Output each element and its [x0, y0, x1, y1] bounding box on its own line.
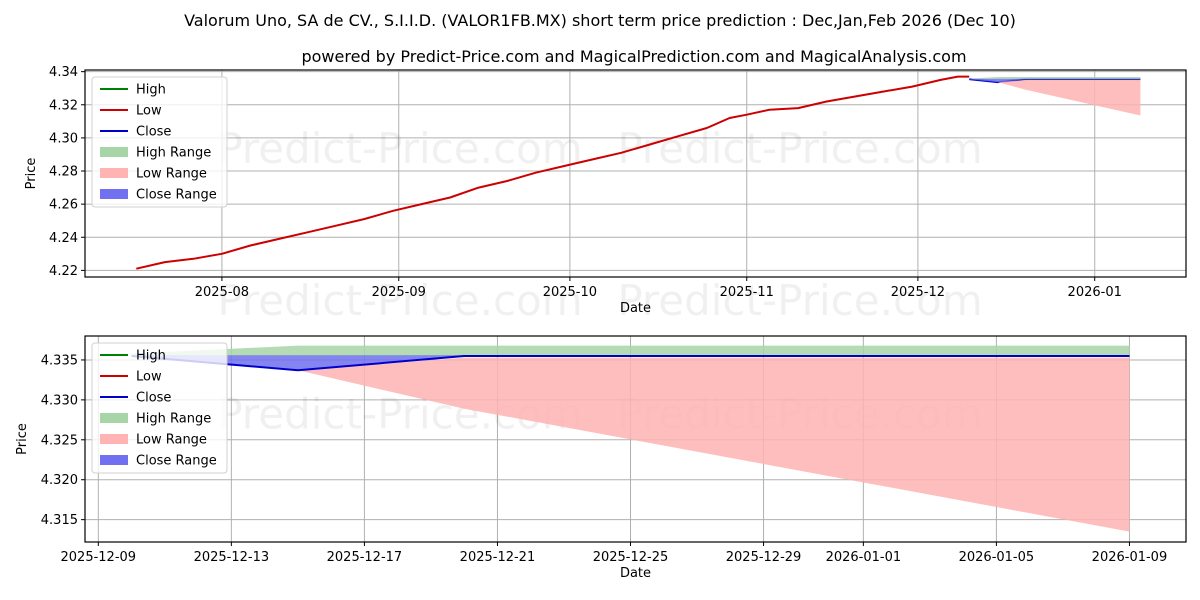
grid-lines	[85, 70, 1186, 277]
y-tick-label: 4.34	[49, 65, 78, 80]
axes-frame	[84, 69, 1187, 278]
legend-label: Close Range	[136, 188, 217, 203]
watermark-text: Predict-Price.com	[617, 124, 982, 173]
x-tick-label: 2025-12-25	[593, 550, 669, 565]
legend-label: High Range	[136, 146, 211, 161]
close-range-area	[131, 355, 1130, 371]
y-tick-label: 4.22	[49, 264, 78, 279]
x-axis-label: Date	[620, 566, 651, 581]
low-range-area	[969, 79, 1141, 116]
x-tick-label: 2025-12-21	[460, 550, 536, 565]
x-tick-label: 2026-01-09	[1092, 550, 1168, 565]
low-range-legend-swatch	[100, 168, 128, 178]
low-range-legend-swatch	[100, 434, 128, 444]
legend-label: High	[136, 349, 166, 364]
x-tick-label: 2025-12	[891, 285, 945, 300]
x-tick-label: 2025-11	[720, 285, 774, 300]
y-tick-label: 4.28	[49, 165, 78, 180]
x-axis-label: Date	[620, 301, 651, 316]
legend-label: High Range	[136, 412, 211, 427]
x-tick-label: 2025-12-29	[726, 550, 802, 565]
y-tick-label: 4.315	[41, 513, 78, 528]
x-tick-label: 2026-01-05	[959, 550, 1035, 565]
high-range-legend-swatch	[100, 413, 128, 423]
y-tick-label: 4.330	[41, 393, 78, 408]
x-tick-label: 2025-08	[195, 285, 249, 300]
close-range-legend-swatch	[100, 189, 128, 199]
y-axis-label: Price	[15, 423, 30, 455]
axes-frame	[84, 335, 1187, 543]
legend-label: Close	[136, 391, 171, 406]
legend-label: Close	[136, 125, 171, 140]
watermark-text: Predict-Price.com	[617, 276, 982, 325]
watermark-text: Predict-Price.com	[217, 276, 582, 325]
legend-label: Low Range	[136, 433, 207, 448]
x-tick-label: 2025-12-13	[194, 550, 270, 565]
x-tick-label: 2025-12-17	[327, 550, 403, 565]
high-range-legend-swatch	[100, 147, 128, 157]
x-tick-label: 2025-12-09	[61, 550, 137, 565]
y-tick-label: 4.335	[41, 353, 78, 368]
series-group	[136, 75, 1141, 270]
legend-label: Low Range	[136, 167, 207, 182]
watermark-text: Predict-Price.com	[217, 124, 582, 173]
legend-label: Low	[136, 104, 162, 119]
chart-title: Valorum Uno, SA de CV., S.I.I.D. (VALOR1…	[184, 11, 1016, 30]
high-range-area	[131, 345, 1130, 356]
legend: High Low Close High Range Low Range Close Ran…	[91, 76, 228, 208]
x-tick-label: 2025-10	[543, 285, 597, 300]
chart-panel-2: Predict-Price.comPredict-Price.com4.3154…	[15, 335, 1187, 581]
y-tick-label: 4.24	[49, 231, 78, 246]
legend-label: Low	[136, 370, 162, 385]
chart-subtitle: powered by Predict-Price.com and Magical…	[301, 47, 966, 66]
low-line	[136, 75, 970, 270]
close-range-legend-swatch	[100, 455, 128, 465]
legend-label: High	[136, 83, 166, 98]
y-tick-label: 4.320	[41, 473, 78, 488]
y-tick-label: 4.325	[41, 433, 78, 448]
y-tick-label: 4.32	[49, 98, 78, 113]
legend: High Low Close High Range Low Range Close Ran…	[91, 342, 228, 474]
chart-panel-1: Predict-Price.com Predict-Price.com Predic…	[24, 65, 1187, 325]
x-tick-label: 2026-01-01	[826, 550, 902, 565]
high-range-area	[969, 77, 1141, 80]
x-tick-label: 2025-09	[372, 285, 426, 300]
close-range-area	[969, 78, 1141, 83]
y-tick-label: 4.30	[49, 131, 78, 146]
y-axis-label: Price	[24, 158, 39, 190]
low-range-area	[131, 356, 1130, 532]
y-tick-label: 4.26	[49, 198, 78, 213]
x-tick-label: 2026-01	[1068, 285, 1122, 300]
legend-label: Close Range	[136, 454, 217, 469]
